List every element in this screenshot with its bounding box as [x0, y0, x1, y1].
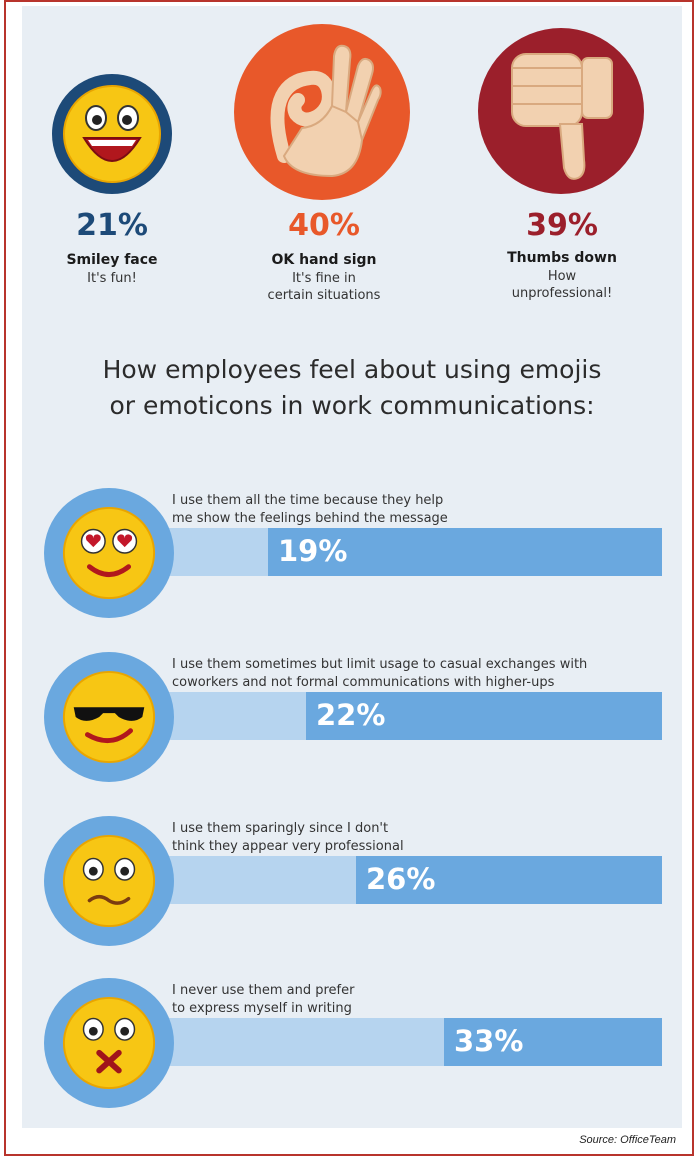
thumbs-down-icon: [511, 53, 613, 180]
heart-eyes-face-icon: [62, 506, 156, 600]
bar-value-label: 33%: [454, 1024, 524, 1058]
bar-category-label: think they appear very professional: [172, 839, 404, 854]
thumbs-down-title: Thumbs down: [507, 250, 617, 266]
smiley-face-icon: [63, 85, 161, 183]
bar-category-label: me show the feelings behind the message: [172, 511, 448, 526]
muted-face-icon: [62, 996, 156, 1090]
ok-hand-percent: 40%: [288, 208, 360, 243]
bar-category-label: I never use them and prefer: [172, 983, 355, 998]
bar-category-label: coworkers and not formal communications …: [172, 675, 555, 690]
worried-face-icon: [62, 834, 156, 928]
thumbs-down-subtitle-1: How: [547, 269, 577, 284]
bar-track: 22%: [160, 692, 662, 740]
smiley-subtitle-1: It's fun!: [87, 271, 137, 286]
bar: [160, 1018, 444, 1066]
bar: [160, 856, 356, 904]
bar-value-label: 26%: [366, 862, 436, 896]
sunglasses-face-icon: [62, 670, 156, 764]
bar-track: 26%: [160, 856, 662, 904]
ok-hand-subtitle-2: certain situations: [267, 288, 381, 303]
thumbs-down-subtitle-2: unprofessional!: [511, 286, 613, 301]
bar: [160, 692, 306, 740]
thumbs-down-percent: 39%: [526, 208, 598, 243]
bar-track: 19%: [160, 528, 662, 576]
heading-line-1: How employees feel about using emojis: [102, 355, 602, 384]
bar-category-label: I use them sparingly since I don't: [172, 821, 389, 836]
source-note: Source: OfficeTeam: [579, 1134, 676, 1146]
bar-value-label: 19%: [278, 534, 348, 568]
ok-hand-icon: [270, 44, 382, 178]
ok-hand-subtitle-1: It's fine in: [292, 271, 356, 286]
bar-category-label: to express myself in writing: [172, 1001, 352, 1016]
bar-category-label: I use them sometimes but limit usage to …: [172, 657, 588, 672]
ok-hand-title: OK hand sign: [271, 252, 377, 268]
smiley-percent: 21%: [76, 208, 148, 243]
bar-value-label: 22%: [316, 698, 386, 732]
smiley-title: Smiley face: [66, 252, 158, 268]
bar-track: 33%: [160, 1018, 662, 1066]
chart-heading: How employees feel about using emojis or…: [22, 352, 682, 424]
bar: [160, 528, 268, 576]
bar-category-label: I use them all the time because they hel…: [172, 493, 444, 508]
heading-line-2: or emoticons in work communications:: [109, 391, 595, 420]
